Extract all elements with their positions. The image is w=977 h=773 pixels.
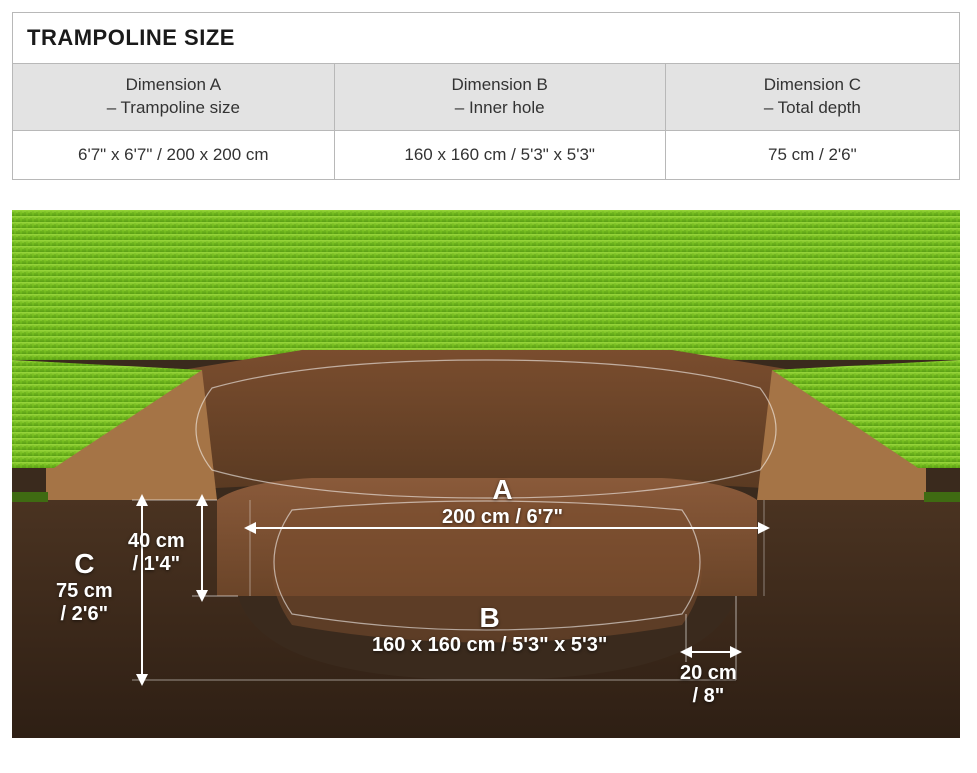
pit-back-wall bbox=[182, 350, 792, 490]
size-table: TRAMPOLINE SIZE Dimension A – Trampoline… bbox=[12, 12, 960, 180]
label-a-value: 200 cm / 6'7" bbox=[442, 506, 563, 529]
col-c-line2: – Total depth bbox=[764, 98, 861, 117]
label-step-value: 40 cm bbox=[128, 530, 185, 553]
label-c-value: 75 cm bbox=[56, 580, 113, 603]
label-a-letter: A bbox=[442, 474, 563, 506]
col-header-b: Dimension B – Inner hole bbox=[335, 64, 666, 131]
col-b-line1: Dimension B bbox=[451, 75, 547, 94]
grass-edge-left bbox=[12, 492, 48, 502]
label-c-letter: C bbox=[56, 548, 113, 580]
col-a-line2: – Trampoline size bbox=[107, 98, 240, 117]
label-step-depth: 40 cm / 1'4" bbox=[128, 530, 185, 576]
label-c: C 75 cm / 2'6" bbox=[56, 548, 113, 626]
col-a-line1: Dimension A bbox=[126, 75, 221, 94]
label-step-value2: / 1'4" bbox=[128, 553, 185, 576]
col-c-line1: Dimension C bbox=[764, 75, 861, 94]
grass-background bbox=[12, 210, 960, 360]
label-ledge: 20 cm / 8" bbox=[680, 662, 737, 708]
label-b: B 160 x 160 cm / 5'3" x 5'3" bbox=[372, 602, 607, 657]
table-header-row: Dimension A – Trampoline size Dimension … bbox=[13, 64, 959, 131]
cell-a: 6'7" x 6'7" / 200 x 200 cm bbox=[13, 131, 335, 179]
col-header-c: Dimension C – Total depth bbox=[666, 64, 959, 131]
cell-c: 75 cm / 2'6" bbox=[666, 131, 959, 179]
label-b-letter: B bbox=[372, 602, 607, 634]
table-title: TRAMPOLINE SIZE bbox=[13, 13, 959, 64]
col-b-line2: – Inner hole bbox=[455, 98, 545, 117]
label-ledge-value: 20 cm bbox=[680, 662, 737, 685]
label-ledge-value2: / 8" bbox=[680, 685, 737, 708]
table-data-row: 6'7" x 6'7" / 200 x 200 cm 160 x 160 cm … bbox=[13, 131, 959, 179]
label-a: A 200 cm / 6'7" bbox=[442, 474, 563, 529]
label-c-value2: / 2'6" bbox=[56, 603, 113, 626]
col-header-a: Dimension A – Trampoline size bbox=[13, 64, 335, 131]
grass-edge-right bbox=[924, 492, 960, 502]
label-b-value: 160 x 160 cm / 5'3" x 5'3" bbox=[372, 634, 607, 657]
excavation-diagram: A 200 cm / 6'7" B 160 x 160 cm / 5'3" x … bbox=[12, 210, 960, 738]
cell-b: 160 x 160 cm / 5'3" x 5'3" bbox=[335, 131, 666, 179]
